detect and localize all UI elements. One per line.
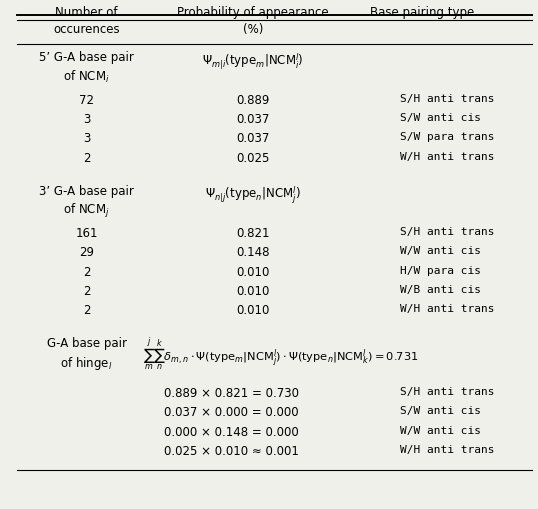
Text: 0.037: 0.037: [236, 132, 270, 146]
Text: W/B anti cis: W/B anti cis: [400, 285, 482, 295]
Text: W/W anti cis: W/W anti cis: [400, 246, 482, 256]
Text: Base pairing type: Base pairing type: [370, 6, 474, 19]
Text: S/H anti trans: S/H anti trans: [400, 94, 495, 104]
Text: 5’ G-A base pair
of NCM$_i$: 5’ G-A base pair of NCM$_i$: [39, 51, 134, 86]
Text: W/W anti cis: W/W anti cis: [400, 426, 482, 436]
Text: 2: 2: [83, 304, 90, 317]
Text: 0.010: 0.010: [236, 266, 270, 278]
Text: S/H anti trans: S/H anti trans: [400, 387, 495, 397]
Text: $\Psi_{n|j}(\mathrm{type}_n|\mathrm{NCM}_j^l)$: $\Psi_{n|j}(\mathrm{type}_n|\mathrm{NCM}…: [205, 185, 301, 206]
Text: $\sum_{m}^{j}\sum_{n}^{k}\delta_{m,n}\cdot\Psi(\mathrm{type}_m|\mathrm{NCM}_j^l): $\sum_{m}^{j}\sum_{n}^{k}\delta_{m,n}\cd…: [143, 337, 419, 374]
Text: 0.025 × 0.010 ≈ 0.001: 0.025 × 0.010 ≈ 0.001: [165, 445, 299, 458]
Text: 3’ G-A base pair
of NCM$_j$: 3’ G-A base pair of NCM$_j$: [39, 185, 134, 220]
Text: 0.889 × 0.821 = 0.730: 0.889 × 0.821 = 0.730: [165, 387, 299, 400]
Text: W/H anti trans: W/H anti trans: [400, 152, 495, 162]
Text: $\Psi_{m|i}(\mathrm{type}_m|\mathrm{NCM}_i^l)$: $\Psi_{m|i}(\mathrm{type}_m|\mathrm{NCM}…: [202, 51, 303, 71]
Text: S/H anti trans: S/H anti trans: [400, 227, 495, 237]
Text: S/W anti cis: S/W anti cis: [400, 406, 482, 416]
Text: 0.010: 0.010: [236, 285, 270, 298]
Text: 2: 2: [83, 152, 90, 165]
Text: S/W anti cis: S/W anti cis: [400, 113, 482, 123]
Text: 0.148: 0.148: [236, 246, 270, 259]
Text: 29: 29: [79, 246, 94, 259]
Text: 2: 2: [83, 285, 90, 298]
Text: 0.010: 0.010: [236, 304, 270, 317]
Text: 161: 161: [75, 227, 98, 240]
Text: 3: 3: [83, 113, 90, 126]
Text: W/H anti trans: W/H anti trans: [400, 445, 495, 455]
Text: 3: 3: [83, 132, 90, 146]
Text: W/H anti trans: W/H anti trans: [400, 304, 495, 314]
Text: 2: 2: [83, 266, 90, 278]
Text: 0.037 × 0.000 = 0.000: 0.037 × 0.000 = 0.000: [165, 406, 299, 419]
Text: 0.037: 0.037: [236, 113, 270, 126]
Text: H/W para cis: H/W para cis: [400, 266, 482, 275]
Text: S/W para trans: S/W para trans: [400, 132, 495, 143]
Text: 72: 72: [79, 94, 94, 107]
Text: 0.000 × 0.148 = 0.000: 0.000 × 0.148 = 0.000: [165, 426, 299, 439]
Text: Number of
occurences: Number of occurences: [53, 6, 120, 36]
Text: G-A base pair
of hinge$_l$: G-A base pair of hinge$_l$: [47, 337, 126, 372]
Text: 0.889: 0.889: [236, 94, 270, 107]
Text: Probability of appearance
(%): Probability of appearance (%): [177, 6, 329, 36]
Text: 0.821: 0.821: [236, 227, 270, 240]
Text: 0.025: 0.025: [236, 152, 270, 165]
